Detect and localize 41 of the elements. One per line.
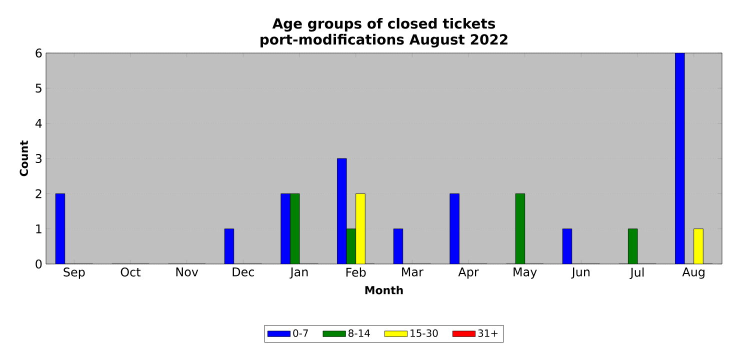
x-tick-label: Jan <box>290 268 308 279</box>
y-tick-label: 5 <box>36 84 42 93</box>
bar <box>224 228 234 264</box>
x-tick-label: Mar <box>402 268 424 276</box>
y-tick-label: 6 <box>36 48 42 58</box>
x-tick-label: Dec <box>232 268 254 276</box>
bar <box>562 228 572 264</box>
legend-label: 8-14 <box>348 329 370 337</box>
bar <box>675 53 685 264</box>
x-tick-label: Apr <box>458 268 479 279</box>
x-tick-label: Feb <box>346 268 366 277</box>
legend-label: 31+ <box>478 329 498 337</box>
bar <box>290 193 300 264</box>
x-tick-label: Nov <box>176 268 198 276</box>
bar <box>55 193 66 264</box>
y-axis-title: Count <box>20 140 28 176</box>
bar <box>337 158 347 264</box>
bar <box>393 228 404 264</box>
bar <box>694 228 704 264</box>
y-tick-label: 3 <box>36 154 42 164</box>
legend-label: 0-7 <box>293 329 308 337</box>
x-tick-label: Jul <box>630 268 644 279</box>
y-tick-label: 0 <box>36 259 42 269</box>
x-tick-label: Jun <box>571 268 590 279</box>
bar <box>356 193 366 264</box>
x-axis-title: Month <box>365 286 403 294</box>
chart-title: Age groups of closed tickets <box>272 18 496 32</box>
y-tick-label: 1 <box>36 224 42 234</box>
y-tick-label: 4 <box>35 118 42 128</box>
x-tick-label: May <box>514 268 537 279</box>
y-tick-label: 2 <box>36 189 42 198</box>
bar <box>450 193 460 264</box>
x-tick-label: Aug <box>682 268 704 279</box>
chart-subtitle: port-modifications August 2022 <box>260 34 508 48</box>
bar <box>346 228 356 264</box>
x-tick-label: Sep <box>64 268 85 279</box>
bar <box>628 228 638 264</box>
legend-label: 15-30 <box>410 329 438 337</box>
bar <box>280 193 290 264</box>
bar <box>515 193 526 264</box>
x-tick-label: Oct <box>120 268 141 277</box>
